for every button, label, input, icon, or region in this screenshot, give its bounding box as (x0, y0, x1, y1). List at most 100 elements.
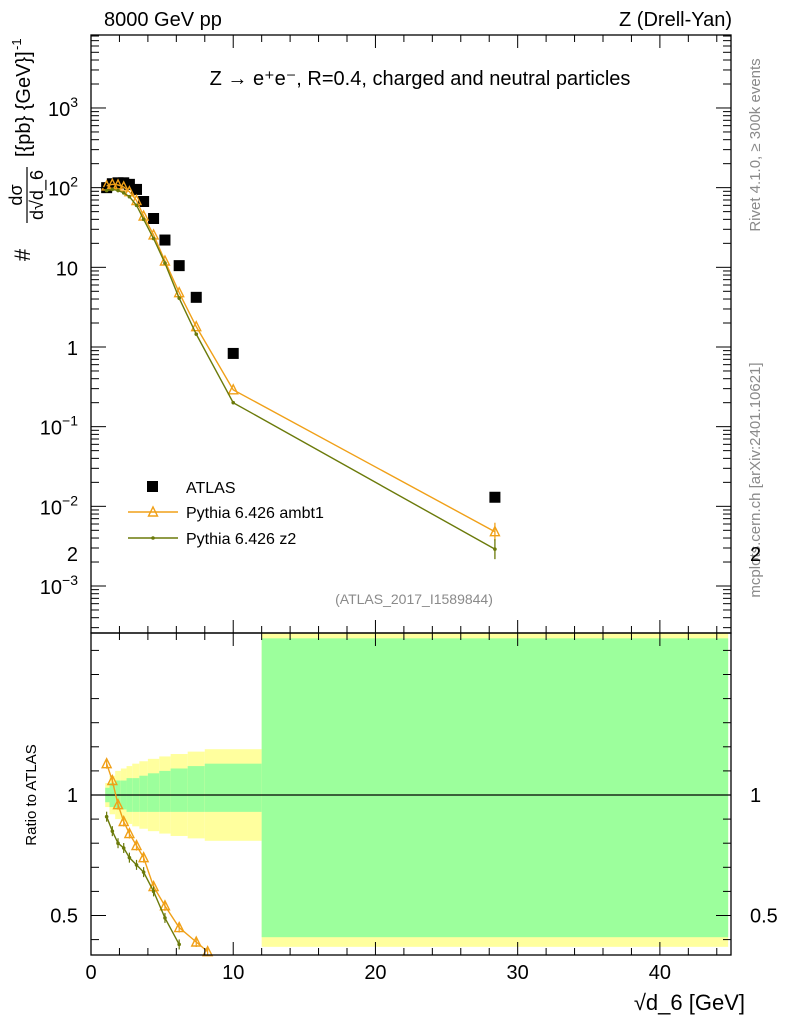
svg-text:#: # (10, 248, 35, 261)
x-tick-label: 30 (507, 962, 529, 984)
ratio-point-pythia-6-426-z2 (121, 846, 126, 850)
analysis-id: (ATLAS_2017_I1589844) (335, 591, 493, 607)
data-point-atlas (123, 178, 135, 190)
data-point-atlas (227, 347, 239, 359)
y-tick-label: 10 (56, 258, 78, 280)
svg-text:dσ: dσ (6, 184, 26, 205)
y-tick-label: 103 (48, 94, 78, 121)
header-right: Z (Drell-Yan) (619, 9, 732, 31)
main-y-axis-label: # dσ d√d_6 [{pb} {GeV}] -1 (6, 38, 48, 261)
ratio-band-inner (147, 773, 160, 812)
point-pythia-6-426-z2 (110, 187, 115, 192)
ratio-point-pythia-6-426-z2 (134, 863, 139, 867)
point-pythia-6-426-z2 (127, 194, 132, 199)
y-tick-label: 102 (48, 174, 78, 201)
ratio-uncertainty-bands (105, 633, 729, 947)
svg-text:d√d_6: d√d_6 (27, 170, 48, 220)
ratio-band-inner (159, 770, 171, 812)
data-point-atlas (489, 491, 501, 503)
ratio-y-tick-label-right: 0.5 (750, 906, 778, 928)
ratio-point-pythia-6-426-ambt1 (130, 839, 143, 851)
point-pythia-6-426-z2 (177, 296, 181, 300)
data-point-atlas (148, 212, 160, 224)
data-point-atlas (101, 182, 113, 194)
ratio-point-pythia-6-426-z2 (127, 855, 132, 860)
legend: ATLAS Pythia 6.426 ambt1 Pythia 6.426 z2 (128, 480, 324, 548)
point-pythia-6-426-z2 (116, 188, 120, 193)
data-point-atlas (173, 260, 185, 272)
legend-marker-ambt1 (147, 505, 159, 517)
ratio-line-pythia-6-426-z2 (105, 816, 180, 945)
point-pythia-6-426-z2 (194, 332, 199, 336)
ratio-point-pythia-6-426-ambt1 (201, 945, 214, 957)
ratio-y-tick-label-right: 2 (750, 544, 761, 566)
ratio-point-pythia-6-426-ambt1 (123, 826, 136, 839)
data-point-atlas (138, 196, 150, 208)
point-pythia-6-426-ambt1 (489, 525, 501, 537)
legend-marker-z2 (151, 536, 155, 540)
legend-marker-atlas (147, 481, 158, 492)
x-tick-label: 0 (85, 962, 96, 984)
point-pythia-6-426-z2 (231, 400, 236, 405)
x-tick-label: 40 (649, 962, 671, 984)
ratio-band-inner (139, 775, 148, 812)
ratio-point-pythia-6-426-z2 (110, 829, 115, 833)
svg-text:[{pb} {GeV}]: [{pb} {GeV}] (13, 51, 35, 157)
ratio-plot-frame (90, 632, 732, 956)
point-pythia-6-426-z2 (493, 547, 497, 551)
ratio-y-tick-label: 2 (67, 544, 78, 566)
legend-label-atlas: ATLAS (186, 480, 236, 497)
data-point-atlas (112, 177, 124, 189)
ratio-point-pythia-6-426-z2 (104, 814, 109, 819)
legend-label-z2: Pythia 6.426 z2 (186, 531, 296, 548)
x-tick-label: 10 (222, 962, 244, 984)
mcplots-label: mcplots.cern.ch [arXiv:2401.10621] (747, 362, 764, 597)
point-pythia-6-426-ambt1 (190, 320, 202, 332)
ratio-point-pythia-6-426-ambt1 (101, 757, 113, 769)
ratio-band-inner (204, 763, 262, 812)
ratio-y-axis-label: Ratio to ATLAS (23, 744, 40, 845)
main-line-pythia-6-426-ambt1 (106, 183, 496, 533)
y-tick-label: 1 (67, 338, 78, 360)
point-pythia-6-426-z2 (163, 261, 167, 265)
y-tick-label: 10−2 (40, 492, 78, 519)
svg-text:-1: -1 (9, 38, 24, 50)
point-pythia-6-426-ambt1 (118, 180, 130, 192)
ratio-point-pythia-6-426-ambt1 (106, 773, 118, 786)
data-point-atlas (190, 291, 202, 303)
ratio-point-pythia-6-426-z2 (141, 870, 146, 874)
ratio-point-pythia-6-426-z2 (151, 889, 156, 894)
point-pythia-6-426-ambt1 (159, 254, 171, 266)
ratio-y-tick-label: 1 (67, 785, 78, 807)
ratio-y-tick-label-right: 1 (750, 785, 761, 807)
rivet-label: Rivet 4.1.0, ≥ 300k events (747, 58, 764, 231)
point-pythia-6-426-z2 (134, 203, 139, 208)
data-point-atlas (131, 183, 143, 195)
plot-frames (90, 34, 732, 956)
ratio-band-inner (187, 766, 205, 812)
ratio-point-pythia-6-426-ambt1 (137, 851, 150, 863)
ratio-point-pythia-6-426-ambt1 (173, 920, 185, 933)
point-pythia-6-426-z2 (151, 236, 156, 241)
ratio-point-pythia-6-426-ambt1 (190, 935, 202, 947)
y-tick-label: 10−3 (40, 572, 78, 599)
ratio-band-inner (261, 638, 729, 938)
point-pythia-6-426-z2 (141, 217, 146, 222)
main-series-layer (101, 177, 501, 560)
legend-label-ambt1: Pythia 6.426 ambt1 (186, 505, 324, 522)
ratio-point-pythia-6-426-ambt1 (112, 798, 124, 810)
ratio-band-inner (170, 768, 188, 812)
ratio-point-pythia-6-426-z2 (177, 942, 181, 947)
header-left: 8000 GeV pp (104, 9, 222, 31)
x-tick-label: 20 (364, 962, 386, 984)
ratio-point-pythia-6-426-ambt1 (118, 814, 130, 827)
ratio-y-tick-label: 0.5 (50, 906, 78, 928)
y-tick-label: 10−1 (40, 413, 78, 440)
plot-title: Z → e⁺e⁻, R=0.4, charged and neutral par… (210, 68, 631, 90)
point-pythia-6-426-ambt1 (227, 383, 239, 395)
ratio-point-pythia-6-426-ambt1 (159, 899, 171, 911)
ratio-point-pythia-6-426-z2 (163, 916, 167, 920)
ratio-point-pythia-6-426-z2 (116, 841, 120, 845)
